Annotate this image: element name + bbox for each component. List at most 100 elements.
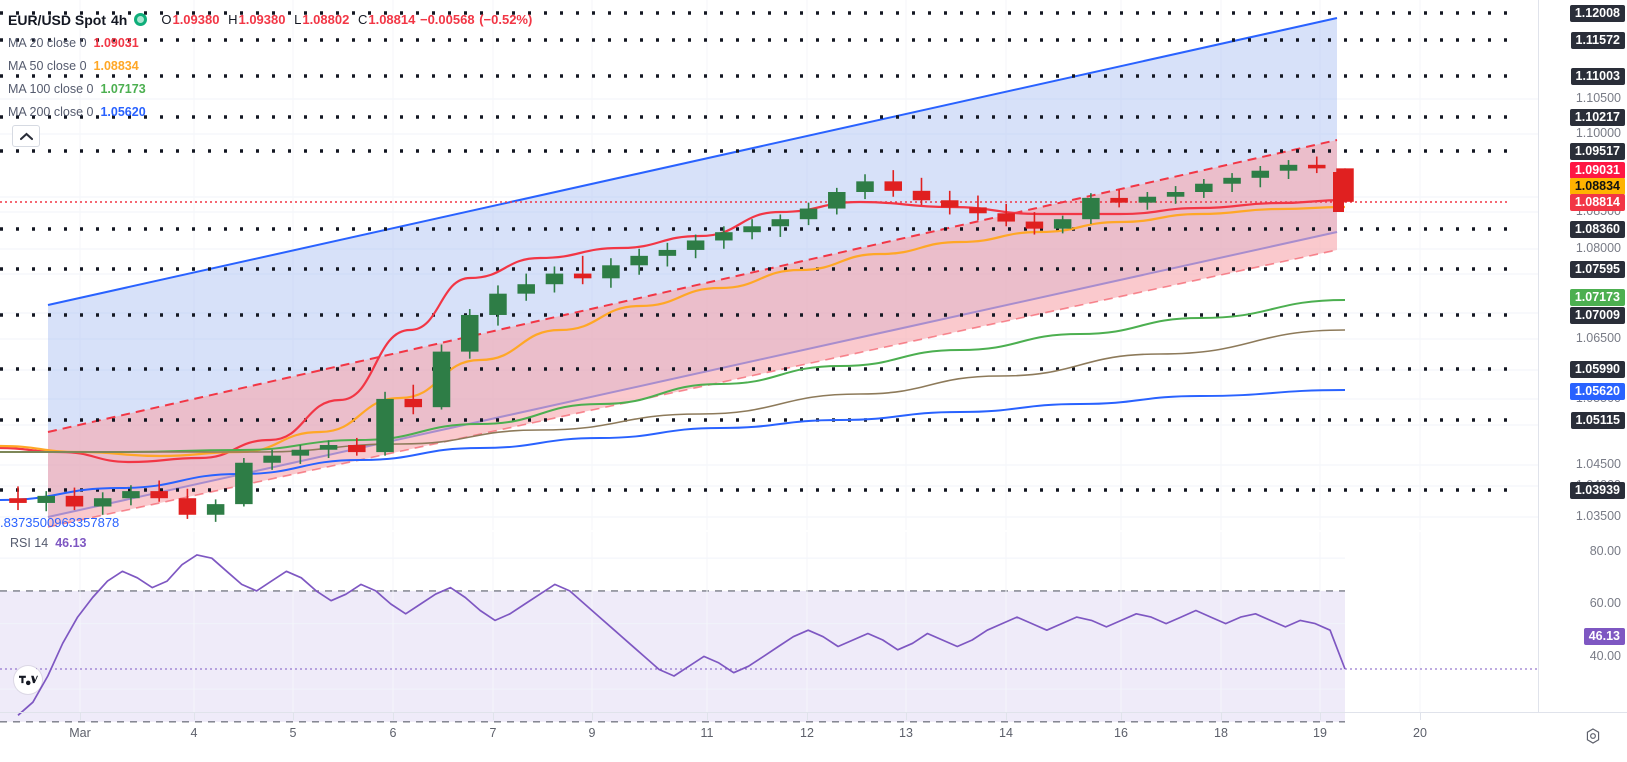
time-axis-tick [493, 713, 494, 720]
price-pane[interactable] [0, 0, 1627, 530]
candle-body [206, 504, 225, 515]
price-axis[interactable]: 1.105001.100001.090001.085001.080001.075… [1538, 0, 1627, 712]
candle-body [856, 181, 874, 193]
rsi-plot [0, 532, 1539, 723]
candle-body [573, 273, 592, 279]
price-axis-tag[interactable]: 1.08360 [1569, 221, 1625, 238]
rsi-pane[interactable] [0, 532, 1627, 723]
price-axis-tick: 1.06500 [1575, 331, 1621, 345]
time-axis-tick [80, 713, 81, 720]
time-axis-label: 6 [389, 726, 397, 740]
price-axis-tag[interactable]: 1.10217 [1569, 109, 1625, 126]
candle-body [460, 314, 479, 352]
time-axis-tick [1006, 713, 1007, 720]
candle-body [602, 265, 620, 279]
time-axis-label: 9 [588, 726, 596, 740]
ma200-line[interactable] [0, 389, 1346, 501]
price-axis-tag[interactable]: 1.03939 [1569, 482, 1625, 499]
price-axis-tag[interactable]: 1.11003 [1570, 68, 1625, 85]
candle-body [150, 491, 168, 499]
price-axis-tag[interactable]: 1.07595 [1569, 261, 1625, 278]
rsi-line[interactable] [17, 554, 1346, 716]
time-axis-label: Mar [69, 726, 91, 740]
time-axis-label: 4 [190, 726, 198, 740]
price-axis-tag[interactable]: 1.12008 [1569, 5, 1625, 22]
price-axis-tick: 60.00 [1589, 596, 1621, 610]
candle-body [686, 240, 705, 250]
candle-body [432, 351, 451, 408]
time-axis-label: 12 [800, 726, 814, 740]
rsi-value: 46.13 [55, 536, 87, 550]
candle-body [1110, 197, 1128, 203]
candle-body [122, 491, 140, 499]
candle-body [348, 445, 366, 453]
price-axis-tag[interactable]: 1.09031 [1569, 162, 1625, 179]
price-axis-tick: 80.00 [1589, 544, 1621, 558]
candle-body [1166, 192, 1185, 197]
price-axis-tag[interactable]: 1.07173 [1569, 289, 1625, 306]
time-axis-label: 11 [700, 726, 714, 740]
candle-body [1082, 197, 1100, 220]
price-axis-tick: 1.03500 [1575, 509, 1621, 523]
price-axis-tag[interactable]: 1.05990 [1569, 361, 1625, 378]
candle-body [743, 226, 761, 233]
candle-body [93, 498, 112, 507]
tradingview-logo[interactable] [14, 666, 42, 694]
ma100-line[interactable] [0, 299, 1346, 454]
candle-body [799, 208, 818, 220]
candle-body [178, 498, 197, 515]
last-candle-body [1333, 172, 1344, 212]
time-axis-tick [906, 713, 907, 720]
time-axis-tick [194, 713, 195, 720]
candle-body [489, 293, 507, 315]
price-axis-tag[interactable]: 1.05115 [1570, 412, 1625, 429]
price-axis-tag[interactable]: 46.13 [1583, 628, 1625, 645]
chart-settings-button[interactable] [1581, 724, 1605, 748]
rsi-label: RSI 14 [10, 536, 49, 550]
time-axis-label: 16 [1114, 726, 1128, 740]
legend-collapse-button[interactable] [12, 125, 40, 147]
price-axis-tag[interactable]: 1.05620 [1569, 383, 1625, 400]
time-axis-tick [707, 713, 708, 720]
time-axis-label: 7 [489, 726, 497, 740]
chevron-up-icon [19, 132, 33, 140]
candle-body [291, 449, 310, 456]
tradingview-logo-icon [18, 675, 38, 685]
candle-body [1279, 164, 1298, 171]
candle-body [65, 495, 84, 507]
time-axis-tick [1320, 713, 1321, 720]
time-axis-tick [1221, 713, 1222, 720]
candle-body [969, 207, 987, 214]
price-axis-tag[interactable]: 1.08834 [1569, 178, 1625, 195]
candle-body [376, 398, 394, 453]
time-axis-tick [1121, 713, 1122, 720]
time-axis[interactable]: Mar 4 5 6 7 9 11 12 13 14 16 18 19 20 [0, 712, 1627, 762]
candle-body [1308, 164, 1326, 169]
drawing-price-label: .8373500963357878 [0, 515, 120, 530]
price-axis-tag[interactable]: 1.08814 [1569, 194, 1625, 211]
ma20-line[interactable] [0, 198, 1346, 464]
candle-body [658, 249, 677, 256]
time-axis-tick [393, 713, 394, 720]
candle-body [1251, 170, 1270, 178]
candle-body [9, 498, 27, 503]
price-axis-tick: 1.04500 [1575, 457, 1621, 471]
price-axis-tag[interactable]: 1.07009 [1569, 307, 1625, 324]
candle-body [828, 192, 846, 209]
price-axis-tag[interactable]: 1.09517 [1569, 143, 1625, 160]
candle-body [884, 181, 903, 191]
candle-body [235, 462, 253, 505]
time-axis-label: 13 [899, 726, 913, 740]
time-axis-label: 20 [1413, 726, 1427, 740]
price-axis-tag[interactable]: 1.11572 [1570, 32, 1625, 49]
ma-blend-line[interactable] [0, 329, 1346, 453]
price-axis-tick: 1.10500 [1575, 91, 1621, 105]
candle-body [630, 255, 648, 266]
time-axis-tick [807, 713, 808, 720]
regression-channel-inner[interactable] [47, 139, 1338, 528]
price-axis-tick: 1.08000 [1575, 241, 1621, 255]
time-axis-label: 19 [1313, 726, 1327, 740]
rsi-legend[interactable]: RSI 14 46.13 [10, 536, 87, 550]
time-axis-tick [1420, 713, 1421, 720]
